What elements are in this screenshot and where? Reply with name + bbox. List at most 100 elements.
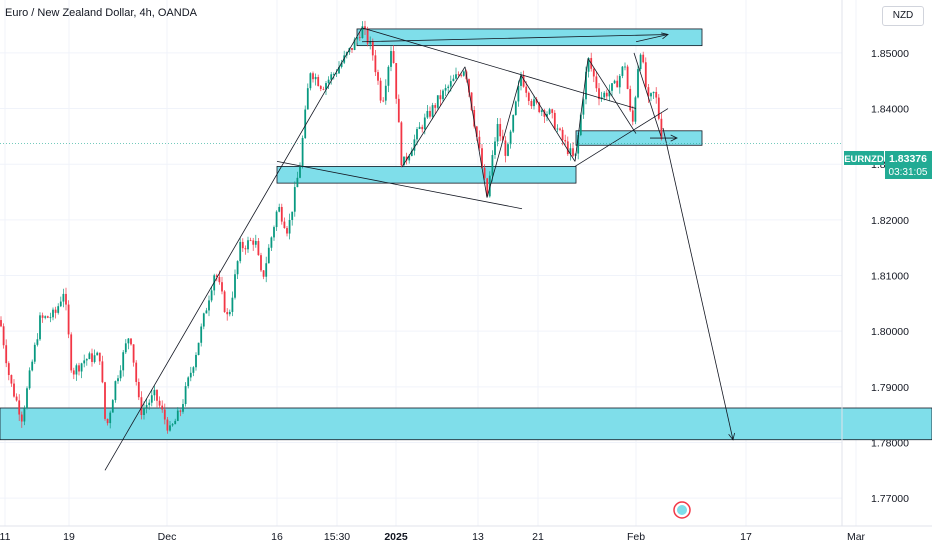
replay-marker-icon[interactable] <box>673 501 691 519</box>
candle-body <box>28 370 31 389</box>
candle-body <box>486 178 489 197</box>
candle-body <box>273 227 275 238</box>
y-tick-label: 1.79000 <box>871 382 909 394</box>
candle-body <box>275 211 278 228</box>
candle-body <box>13 383 15 397</box>
candle-body <box>109 412 112 424</box>
y-tick-label: 1.82000 <box>871 215 909 227</box>
candle-body <box>535 99 538 103</box>
arrowhead-mid <box>670 134 678 142</box>
zigzag-line <box>464 66 488 198</box>
trendline <box>633 52 662 137</box>
candle-body <box>358 37 361 39</box>
currency-label[interactable]: NZD <box>882 6 924 26</box>
candle-body <box>626 66 629 89</box>
time-axis: 11 19 Dec 16 15:30 2025 13 21 Feb 17 Mar <box>0 531 866 543</box>
candle-body <box>577 135 580 154</box>
zone-layer <box>0 28 932 441</box>
candle-body <box>161 405 164 410</box>
candle-body <box>462 71 465 76</box>
candle-body <box>208 300 210 311</box>
candle-body <box>395 63 398 99</box>
candle-body <box>416 129 418 140</box>
candle-body <box>169 425 171 431</box>
candle-body <box>338 66 340 74</box>
candle-body <box>400 122 403 166</box>
candle-body <box>452 78 455 82</box>
trendline <box>635 34 669 43</box>
candle-body <box>127 338 130 344</box>
candle-body <box>114 381 117 401</box>
candle-body <box>187 377 190 387</box>
candle-body <box>457 74 460 76</box>
candle-body <box>93 355 96 362</box>
zone-top-resistance <box>356 28 703 47</box>
candle-body <box>163 409 166 420</box>
candle-body <box>332 74 335 75</box>
candle-body <box>655 91 658 98</box>
candle-body <box>41 315 44 318</box>
candle-body <box>512 114 515 132</box>
candle-body <box>530 100 533 107</box>
candle-body <box>122 352 125 371</box>
candle-body <box>166 419 169 431</box>
x-tick-label: 21 <box>532 531 544 543</box>
candle-body <box>608 90 611 97</box>
candle-body <box>353 39 356 50</box>
x-tick-label: 19 <box>63 531 75 543</box>
candle-body <box>598 88 600 100</box>
candle-body <box>267 247 270 264</box>
candle-body <box>460 75 463 76</box>
candle-body <box>135 362 138 382</box>
candle-body <box>317 76 320 87</box>
candle-body <box>499 123 502 137</box>
candle-body <box>652 91 655 94</box>
candle-body <box>85 359 88 361</box>
candle-body <box>39 315 41 340</box>
candle-body <box>148 402 151 406</box>
candle-body <box>210 290 213 301</box>
candle-body <box>637 69 639 98</box>
candle-body <box>527 92 530 101</box>
price-axis: 1.77000 1.78000 1.79000 1.80000 1.81000 1.820… <box>871 48 909 505</box>
candle-body <box>171 424 174 426</box>
zigzag-line <box>401 66 466 168</box>
candle-body <box>98 352 101 362</box>
candle-body <box>569 148 572 155</box>
candle-body <box>299 166 301 178</box>
candle-body <box>374 55 377 73</box>
x-tick-label: 17 <box>740 531 752 543</box>
candle-body <box>429 110 431 117</box>
candle-body <box>130 338 132 345</box>
y-tick-label: 1.84000 <box>871 104 909 116</box>
candle-body <box>322 88 325 90</box>
candle-body <box>478 136 481 149</box>
candle-body <box>379 80 382 101</box>
trendline <box>276 161 523 210</box>
chart-title: Euro / New Zealand Dollar, 4h, OANDA <box>5 7 197 19</box>
candle-body <box>624 66 626 68</box>
candle-body <box>254 241 257 245</box>
candle-body <box>382 100 385 102</box>
candle-body <box>23 408 26 422</box>
candle-body <box>436 95 439 108</box>
candle-body <box>488 175 491 197</box>
candle-body <box>559 128 561 130</box>
candle-body <box>579 114 582 136</box>
x-tick-label: Feb <box>627 531 645 543</box>
candle-body <box>314 76 317 80</box>
candle-body <box>377 72 379 81</box>
grid-layer <box>0 0 857 526</box>
candle-body <box>309 73 312 89</box>
candle-body <box>137 381 140 398</box>
candle-body <box>473 109 476 127</box>
candle-body <box>104 382 106 419</box>
candle-body <box>327 79 330 84</box>
candle-body <box>356 37 359 40</box>
candle-body <box>59 301 62 307</box>
candle-body <box>156 389 158 401</box>
x-tick-label: 15:30 <box>324 531 350 543</box>
candle-body <box>262 270 265 277</box>
